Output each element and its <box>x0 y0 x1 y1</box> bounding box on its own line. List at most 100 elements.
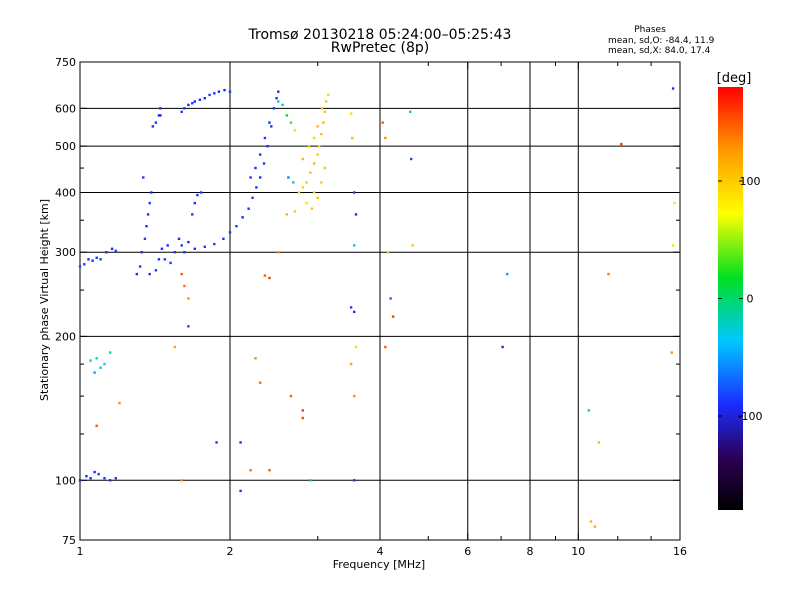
data-point <box>78 479 82 482</box>
data-point <box>140 251 143 254</box>
data-point <box>154 269 158 272</box>
y-tick-label: 750 <box>55 56 76 69</box>
y-tick-label: 75 <box>62 534 76 547</box>
y-axis-label: Stationary phase Virtual Height [km] <box>38 199 51 401</box>
data-point <box>180 479 183 482</box>
data-point <box>353 479 356 482</box>
data-point <box>292 181 295 184</box>
data-point <box>325 100 328 103</box>
colorbar: [deg] 100 0 -100 <box>717 71 762 510</box>
data-point <box>285 114 288 117</box>
data-point <box>262 162 266 165</box>
data-point <box>323 110 326 113</box>
data-point <box>187 297 190 300</box>
x-tick-label: 1 <box>77 545 84 558</box>
data-point <box>183 284 186 288</box>
data-point <box>263 136 267 140</box>
data-point <box>203 97 206 100</box>
data-point <box>277 100 280 103</box>
data-point <box>312 136 316 140</box>
y-tick-label: 100 <box>55 474 76 487</box>
data-point <box>114 477 117 480</box>
data-point <box>277 251 280 254</box>
data-point <box>148 272 151 276</box>
data-point <box>187 103 190 107</box>
data-point <box>309 479 312 482</box>
data-point <box>301 409 304 412</box>
data-point <box>289 121 293 124</box>
data-point <box>109 351 112 354</box>
data-point <box>320 107 324 110</box>
data-point <box>255 186 258 189</box>
data-point <box>160 247 164 250</box>
data-point <box>183 107 186 110</box>
data-point <box>146 213 150 216</box>
data-point <box>309 171 312 174</box>
data-point <box>166 244 169 247</box>
data-point <box>316 125 319 128</box>
x-axis-label: Frequency [MHz] <box>333 558 425 571</box>
data-point <box>241 216 244 219</box>
data-point <box>272 107 276 110</box>
data-point <box>411 244 414 247</box>
data-point <box>95 256 98 259</box>
data-point <box>301 416 304 420</box>
scatter-points <box>78 87 676 528</box>
data-point <box>305 201 308 205</box>
phase-summary-x: mean, sd,X: 84.0, 17.4 <box>608 46 711 56</box>
data-point <box>110 247 114 250</box>
data-point <box>150 191 153 194</box>
data-point <box>589 520 593 523</box>
data-point <box>169 261 172 265</box>
data-point <box>95 357 98 360</box>
data-point <box>145 225 148 228</box>
data-point <box>349 306 353 309</box>
data-point <box>389 297 392 300</box>
data-point <box>114 249 117 252</box>
data-point <box>673 201 676 205</box>
data-point <box>322 121 325 124</box>
data-point <box>159 107 162 110</box>
data-point <box>142 176 145 179</box>
data-point <box>268 469 271 472</box>
data-point <box>312 162 316 165</box>
data-point <box>193 100 196 103</box>
data-point <box>198 98 202 101</box>
plot-area: 1 2 4 6 8 10 16 75 100 200 300 400 500 600 750 <box>55 56 687 558</box>
x-tick-label: 16 <box>673 545 687 558</box>
data-point <box>91 259 94 262</box>
y-tick-label: 500 <box>55 140 76 153</box>
data-point <box>353 394 356 398</box>
data-point <box>95 424 98 427</box>
data-point <box>597 441 601 444</box>
data-point <box>327 93 330 97</box>
data-point <box>301 186 304 189</box>
data-point <box>287 176 290 179</box>
data-point <box>228 90 232 93</box>
data-point <box>320 132 323 136</box>
data-point <box>607 272 610 276</box>
data-point <box>93 371 96 374</box>
data-point <box>239 441 242 444</box>
data-point <box>213 242 216 246</box>
x-tick-label: 8 <box>527 545 534 558</box>
phase-summary: Phases mean, sd,O: -84.4, 11.9 mean, sd,… <box>608 25 715 56</box>
data-point <box>180 110 183 113</box>
data-point <box>247 207 250 210</box>
data-point <box>93 470 96 474</box>
data-point <box>316 153 319 156</box>
data-point <box>301 157 304 161</box>
chart-title: Tromsø 20130218 05:24:00–05:25:43 <box>248 27 512 43</box>
data-point <box>351 136 354 140</box>
data-point <box>89 477 92 480</box>
data-point <box>620 142 623 146</box>
data-point <box>293 129 297 132</box>
data-point <box>222 237 225 240</box>
phase-summary-heading: Phases <box>634 25 666 35</box>
data-point <box>99 258 102 261</box>
data-point <box>254 166 257 170</box>
data-point <box>305 181 308 184</box>
data-point <box>163 258 166 261</box>
data-point <box>251 196 254 199</box>
data-point <box>316 196 319 199</box>
